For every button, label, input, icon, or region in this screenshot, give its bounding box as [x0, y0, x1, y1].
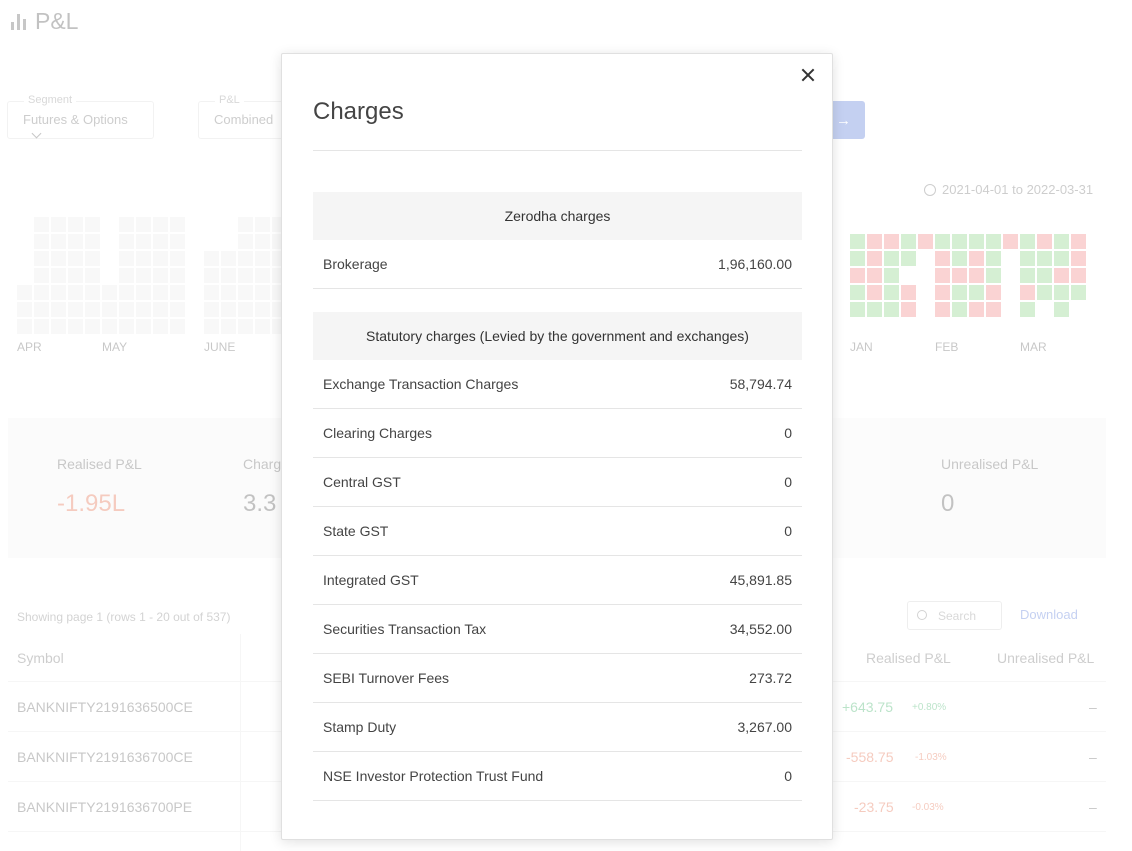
arrow-right-icon: → — [836, 111, 851, 129]
modal-title: Charges — [313, 98, 404, 125]
row-unrealised: – — [1089, 699, 1097, 715]
charge-value: 0 — [784, 474, 792, 490]
charge-value: 0 — [784, 523, 792, 539]
charge-value: 58,794.74 — [729, 376, 792, 392]
charge-row: Stamp Duty 3,267.00 — [313, 703, 802, 752]
realised-pnl-value: -1.95L — [57, 490, 126, 517]
charge-row: Integrated GST 45,891.85 — [313, 556, 802, 605]
realised-pnl-label: Realised P&L — [57, 456, 142, 472]
charge-label: Central GST — [323, 474, 401, 490]
charge-value: 34,552.00 — [729, 621, 792, 637]
charge-value: 1,96,160.00 — [718, 256, 792, 272]
date-range-text: 2021-04-01 to 2022-03-31 — [942, 182, 1094, 197]
charge-value: 0 — [784, 425, 792, 441]
charge-label: Brokerage — [323, 256, 388, 272]
charge-row: Central GST 0 — [313, 458, 802, 507]
month-label: MAR — [1020, 340, 1047, 354]
chevron-down-icon — [31, 128, 42, 139]
row-symbol: BANKNIFTY2191636700PE — [17, 799, 193, 815]
section-heading: Zerodha charges — [313, 192, 802, 240]
charge-row: SEBI Turnover Fees 273.72 — [313, 654, 802, 703]
charge-value: 0 — [784, 768, 792, 784]
charge-row: Clearing Charges 0 — [313, 409, 802, 458]
month-label: APR — [17, 340, 42, 354]
unrealised-pnl-label: Unrealised P&L — [941, 456, 1039, 472]
pnl-label: P&L — [215, 94, 244, 106]
charge-label: NSE Investor Protection Trust Fund — [323, 768, 544, 784]
charge-label: State GST — [323, 523, 389, 539]
row-realised: -23.75 — [854, 799, 894, 815]
charge-row: State GST 0 — [313, 507, 802, 556]
charges-value: 3.3 — [243, 490, 277, 517]
column-divider — [240, 634, 241, 851]
charge-row: Securities Transaction Tax 34,552.00 — [313, 605, 802, 654]
statutory-charges-section: Statutory charges (Levied by the governm… — [313, 312, 802, 801]
symbol-column-header[interactable]: Symbol — [17, 650, 64, 666]
row-percent: +0.80% — [912, 702, 947, 713]
table-search-input[interactable]: Search — [907, 601, 1002, 630]
month-label: MAY — [102, 340, 128, 354]
zerodha-charges-section: Zerodha charges Brokerage 1,96,160.00 — [313, 192, 802, 289]
charge-label: Exchange Transaction Charges — [323, 376, 519, 392]
page-title: P&L — [35, 8, 79, 34]
charge-label: SEBI Turnover Fees — [323, 670, 450, 686]
heatmap-month-may: MAY — [102, 217, 185, 354]
section-heading: Statutory charges (Levied by the governm… — [313, 312, 802, 360]
close-icon[interactable] — [799, 66, 817, 84]
charge-row-brokerage: Brokerage 1,96,160.00 — [313, 240, 802, 289]
charge-row: Exchange Transaction Charges 58,794.74 — [313, 360, 802, 409]
unrealised-pnl-value: 0 — [941, 490, 955, 517]
charge-value: 45,891.85 — [729, 572, 792, 588]
segment-select[interactable]: Segment Futures & Options — [7, 94, 154, 139]
heatmap-month-june: JUNE — [204, 217, 287, 354]
charge-value: 3,267.00 — [737, 719, 793, 735]
row-realised: +643.75 — [842, 699, 893, 715]
month-label: FEB — [935, 340, 959, 354]
page-header: P&L — [11, 8, 78, 35]
row-percent: -1.03% — [915, 752, 947, 763]
row-symbol: BANKNIFTY2191636700CE — [17, 749, 193, 765]
charges-label: Charg — [243, 456, 282, 472]
unrealised-column-header[interactable]: Unrealised P&L — [997, 650, 1095, 666]
charge-label: Securities Transaction Tax — [323, 621, 487, 637]
row-percent: -0.03% — [912, 802, 944, 813]
row-realised: -558.75 — [846, 749, 894, 765]
row-unrealised: – — [1089, 799, 1097, 815]
date-range: 2021-04-01 to 2022-03-31 — [924, 182, 1093, 197]
charge-label: Integrated GST — [323, 572, 419, 588]
charge-label: Stamp Duty — [323, 719, 397, 735]
realised-pnl-stat: Realised P&L -1.95L — [57, 456, 142, 518]
heatmap-month-feb: FEB — [935, 217, 1018, 354]
pnl-value: Combined — [214, 112, 274, 127]
divider — [313, 150, 802, 151]
download-button[interactable]: Download — [1020, 607, 1078, 622]
heatmap-month-jan: JAN — [850, 217, 933, 354]
charge-label: Clearing Charges — [323, 425, 432, 441]
search-placeholder: Search — [938, 609, 977, 623]
clock-icon — [924, 183, 936, 196]
table-pagination-info: Showing page 1 (rows 1 - 20 out of 537) — [17, 610, 231, 624]
charges-stat: Charg 3.3 — [243, 456, 281, 518]
charge-row: NSE Investor Protection Trust Fund 0 — [313, 752, 802, 801]
month-label: JUNE — [204, 340, 236, 354]
charges-modal: Charges Zerodha charges Brokerage 1,96,1… — [281, 53, 833, 840]
segment-value: Futures & Options — [23, 112, 128, 127]
segment-label: Segment — [24, 94, 77, 106]
unrealised-pnl-stat: Unrealised P&L 0 — [941, 456, 1038, 518]
row-symbol: BANKNIFTY2191636500CE — [17, 699, 193, 715]
realised-column-header[interactable]: Realised P&L — [866, 650, 951, 666]
bar-chart-icon — [11, 13, 26, 30]
search-icon — [917, 610, 927, 620]
heatmap-month-mar: MAR — [1020, 217, 1103, 354]
month-label: JAN — [850, 340, 873, 354]
charge-value: 273.72 — [749, 670, 792, 686]
heatmap-month-apr: APR — [17, 217, 100, 354]
row-unrealised: – — [1089, 749, 1097, 765]
